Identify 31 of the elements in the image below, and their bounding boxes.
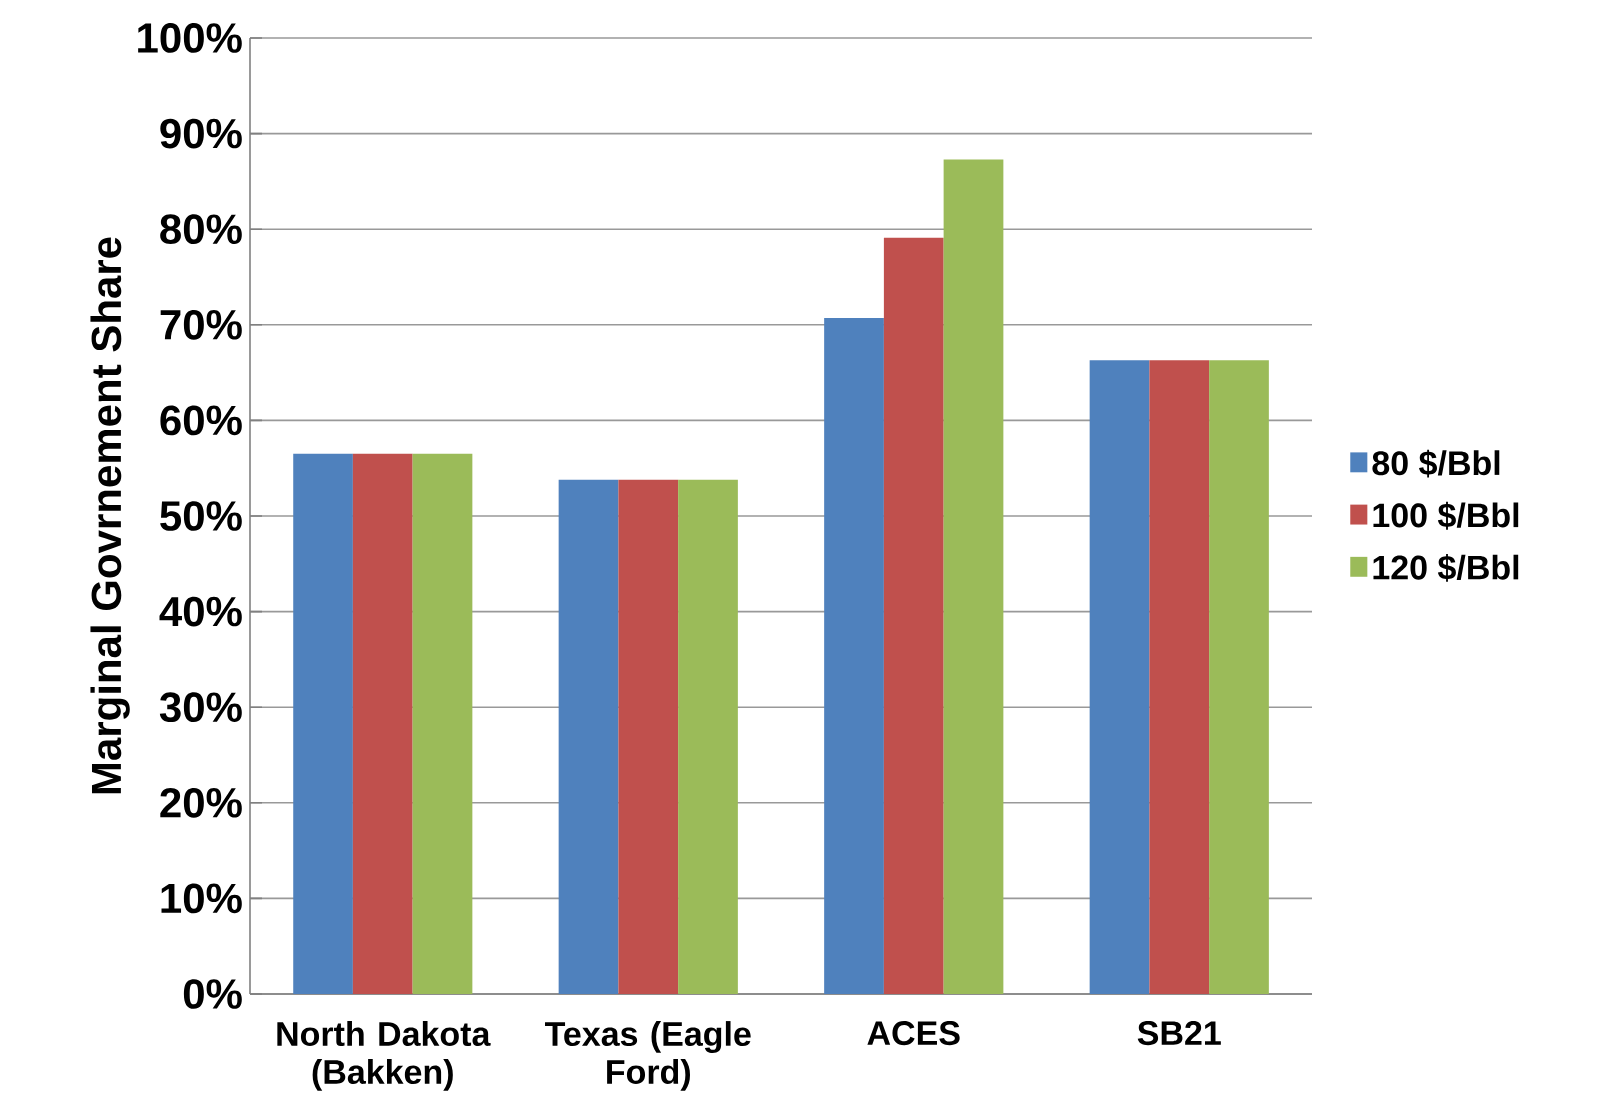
legend-label: 100 $/Bbl [1373,501,1519,530]
bar [618,479,679,994]
bar [883,237,944,994]
x-tick-label: SB21 [1137,1021,1221,1046]
y-tick-label: 30% [159,692,242,723]
y-tick-label: 40% [159,596,242,627]
bar [412,453,473,994]
y-tick-label: 100% [138,23,242,53]
y-tick-label: 50% [160,501,242,531]
bar [1149,360,1210,994]
bar [558,479,619,994]
y-axis-title: Marginal Govrnement Share [90,237,130,794]
legend-label: 120 $/Bbl [1373,554,1519,582]
bar [678,479,738,994]
bar [824,318,884,994]
bar [352,453,413,994]
y-tick-label: 90% [160,118,242,149]
y-tick-label: 60% [160,405,242,436]
x-tick-label: North Dakota (Bakken) [277,1021,491,1091]
bar [1209,360,1269,994]
x-tick-label: Texas (Eagle Ford) [545,1021,751,1091]
bar [1089,360,1150,994]
y-tick-label: 70% [160,309,242,340]
y-tick-label: 20% [160,787,242,818]
y-tick-label: 10% [161,883,242,914]
y-tick-label: 80% [160,214,242,245]
legend-label: 80 $/Bbl [1372,449,1500,478]
bar [943,159,1004,994]
y-tick-label: 0% [183,979,242,1009]
x-tick-label: ACES [867,1021,960,1046]
bar [293,453,353,994]
